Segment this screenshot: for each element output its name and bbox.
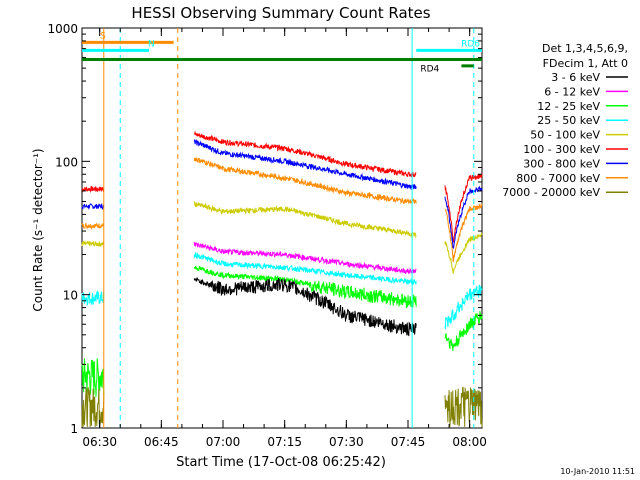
trace-segment_2-3-6-keV [193, 276, 417, 337]
legend-entry-label: 300 - 800 keV [523, 157, 600, 170]
flag-label-s: S [100, 31, 106, 41]
x-tick-label: 07:30 [329, 435, 364, 449]
legend-entry-label: 50 - 100 keV [530, 129, 600, 142]
trace-segment_3-800-7000-keV [444, 202, 483, 263]
trace-segment_2-25-50-keV [193, 251, 417, 286]
legend-header-line: Det 1,3,4,5,6,9, [542, 42, 628, 55]
y-axis-label: Count Rate (s⁻¹ detector⁻¹) [31, 148, 45, 311]
trace-segment_1-100-300-keV [81, 185, 105, 194]
x-tick-label: 07:15 [267, 435, 302, 449]
trace-segment_2-50-100-keV [193, 201, 417, 239]
footer-timestamp: 10-Jan-2010 11:51 [560, 467, 635, 476]
flag-label-rd6: RD6 [461, 39, 480, 49]
x-tick-label: 07:45 [391, 435, 426, 449]
x-tick-label: 08:00 [452, 435, 487, 449]
legend-entry-label: 12 - 25 keV [537, 100, 600, 113]
trace-segment_1-12-25-keV [81, 358, 105, 397]
trace-segment_2-6-12-keV [193, 241, 417, 275]
legend-entry-label: 3 - 6 keV [551, 71, 600, 84]
x-tick-label: 06:45 [144, 435, 179, 449]
trace-segment_3-7000-20000-keV [444, 386, 483, 427]
trace-segment_1-25-50-keV [81, 289, 105, 306]
trace-segment_3-100-300-keV [444, 173, 483, 243]
trace-segment_2-300-800-keV [193, 139, 417, 191]
y-tick-label: 1 [70, 422, 78, 436]
trace-segment_3-50-100-keV [444, 232, 483, 275]
trace-segment_2-12-25-keV [193, 265, 417, 309]
flag-label-rd4: RD4 [420, 65, 439, 75]
chart-title: HESSI Observing Summary Count Rates [131, 4, 430, 22]
trace-segment_1-300-800-keV [81, 203, 104, 211]
trace-segment_3-12-25-keV [444, 311, 483, 351]
trace-segment_3-300-800-keV [444, 185, 483, 250]
trace-segment_1-50-100-keV [81, 240, 105, 248]
y-tick-label: 1000 [47, 22, 78, 36]
legend-entry-label: 25 - 50 keV [537, 114, 600, 127]
plot-frame [81, 27, 483, 429]
plot-marks: S N RD6 RD4 [81, 28, 483, 428]
y-tick-label: 10 [63, 289, 78, 303]
legend-entry-label: 100 - 300 keV [523, 143, 600, 156]
axis-ticks: 06:30 06:45 07:00 07:15 07:30 07:45 08:00 1 10 10… [47, 22, 487, 449]
trace-segment_1-800-7000-keV [81, 223, 105, 230]
x-tick-label: 07:00 [206, 435, 241, 449]
legend-entry-label: 6 - 12 keV [544, 85, 600, 98]
x-axis-label: Start Time (17-Oct-08 06:25:42) [176, 455, 386, 470]
legend-header-line: FDecim 1, Att 0 [543, 57, 628, 70]
x-tick-label: 06:30 [82, 435, 117, 449]
trace-segment_2-100-300-keV [193, 130, 417, 178]
trace-segment_1-7000-20000-keV [81, 387, 105, 427]
legend-entry-label: 7000 - 20000 keV [502, 186, 600, 199]
legend: Det 1,3,4,5,6,9, FDecim 1, Att 03 - 6 keV… [502, 42, 628, 199]
y-tick-label: 100 [55, 155, 78, 169]
legend-entry-label: 800 - 7000 keV [516, 172, 600, 185]
trace-segment_2-800-7000-keV [193, 156, 417, 205]
flag-label-n: N [148, 39, 155, 49]
trace-segment_3-25-50-keV [444, 284, 483, 330]
